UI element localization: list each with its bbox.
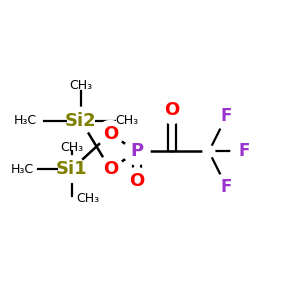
Text: Si2: Si2 xyxy=(65,112,97,130)
Text: F: F xyxy=(221,107,232,125)
Circle shape xyxy=(59,156,85,182)
Circle shape xyxy=(97,156,124,182)
Text: Si1: Si1 xyxy=(56,160,88,178)
Text: P: P xyxy=(130,142,143,160)
Circle shape xyxy=(203,146,215,158)
Circle shape xyxy=(68,107,94,134)
Text: O: O xyxy=(103,125,118,143)
Text: H₃C: H₃C xyxy=(11,163,34,176)
Text: F: F xyxy=(238,142,250,160)
Text: O: O xyxy=(164,101,180,119)
Circle shape xyxy=(213,103,240,129)
Text: H₃C: H₃C xyxy=(13,114,36,127)
Text: CH₃: CH₃ xyxy=(60,141,83,154)
Circle shape xyxy=(124,138,150,165)
Circle shape xyxy=(159,97,185,124)
Text: CH₃: CH₃ xyxy=(115,114,138,127)
Circle shape xyxy=(231,138,257,165)
Text: CH₃: CH₃ xyxy=(76,192,100,205)
Text: O: O xyxy=(103,160,118,178)
Text: O: O xyxy=(129,172,144,190)
Circle shape xyxy=(97,121,124,147)
Text: CH₃: CH₃ xyxy=(69,79,92,92)
Circle shape xyxy=(124,168,150,194)
Circle shape xyxy=(213,174,240,200)
Text: F: F xyxy=(221,178,232,196)
